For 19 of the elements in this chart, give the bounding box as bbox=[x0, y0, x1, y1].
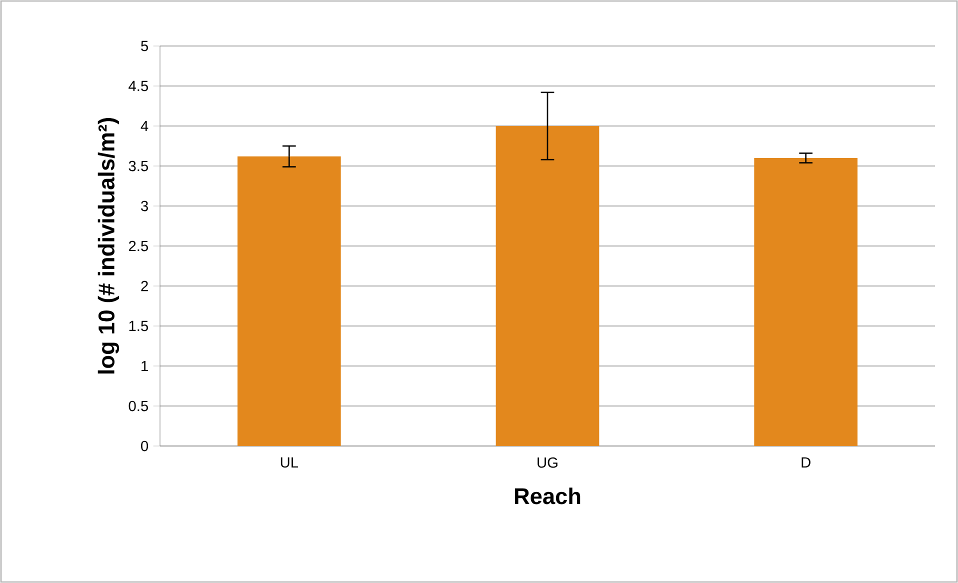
y-tick-label: 0 bbox=[141, 440, 148, 452]
bar bbox=[754, 158, 858, 446]
y-tick-label: 3 bbox=[141, 200, 148, 212]
y-tick-label: 3.5 bbox=[128, 160, 148, 172]
y-axis-title: log 10 (# individuals/m²) bbox=[98, 118, 120, 374]
y-tick-label: 5 bbox=[141, 40, 148, 52]
x-axis-title: Reach bbox=[515, 488, 580, 504]
bar bbox=[238, 156, 341, 446]
bar bbox=[496, 126, 600, 446]
y-tick-label: 4.5 bbox=[128, 80, 148, 92]
y-tick-label: 2.5 bbox=[128, 240, 148, 252]
y-tick-label: 2 bbox=[141, 280, 148, 292]
x-tick-label: D bbox=[802, 457, 810, 468]
y-tick-label: 1.5 bbox=[129, 320, 148, 332]
x-tick-label: UL bbox=[280, 457, 298, 468]
y-tick-label: 4 bbox=[140, 120, 148, 132]
x-tick-label: UG bbox=[538, 457, 558, 468]
y-tick-label: 0.5 bbox=[128, 400, 148, 412]
y-tick-label: 1 bbox=[142, 360, 148, 372]
